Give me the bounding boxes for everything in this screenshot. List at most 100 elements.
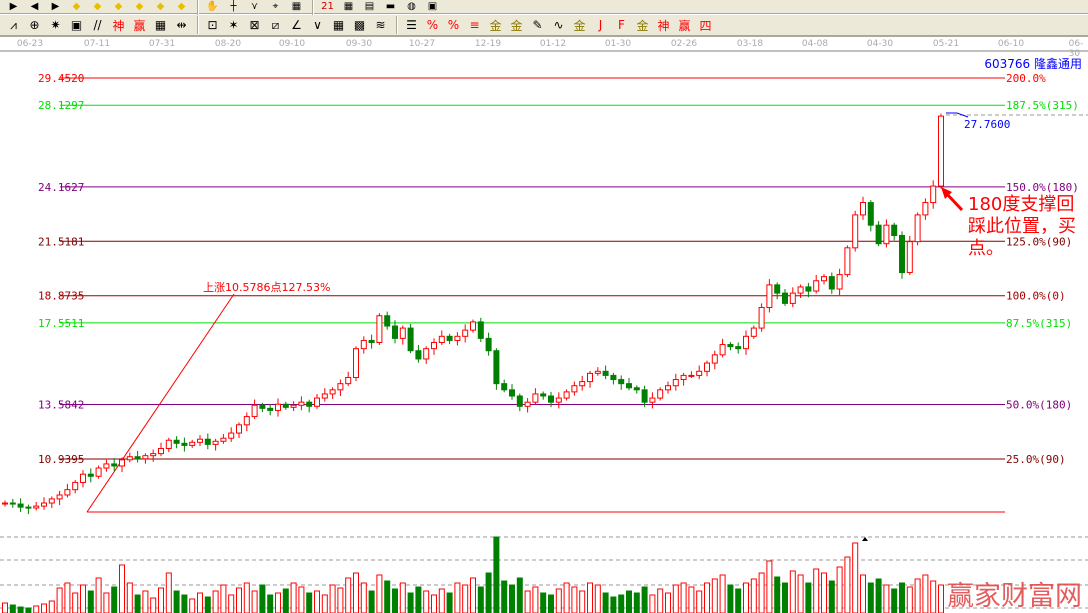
volume-bar xyxy=(298,586,305,613)
gann-box-icon[interactable]: ⊠ xyxy=(249,18,260,32)
volume-bar xyxy=(750,578,757,613)
square-grid-icon[interactable]: ▣ xyxy=(70,18,83,32)
globe-icon[interactable]: ◍ xyxy=(407,1,416,12)
candle xyxy=(657,389,664,399)
volume-bar xyxy=(665,592,671,613)
candle xyxy=(142,455,149,460)
gold-circle-icon[interactable]: 金 xyxy=(489,18,502,33)
hand-icon[interactable]: ✋ xyxy=(206,1,219,12)
volume-bar xyxy=(95,577,102,613)
gann-square-icon[interactable]: ⧄ xyxy=(271,17,280,32)
diamond-updown-icon[interactable]: ◆ xyxy=(114,1,123,12)
channel-icon[interactable]: ≋ xyxy=(375,18,386,32)
date-tick: 09-10 xyxy=(278,39,306,49)
volume-bar xyxy=(618,594,625,613)
four-fan-icon[interactable]: 四 xyxy=(699,18,712,33)
date-tick: 08-20 xyxy=(214,39,242,49)
table-icon[interactable]: ▦ xyxy=(343,1,354,12)
candle xyxy=(251,404,258,418)
pen-icon[interactable]: ✎ xyxy=(532,18,543,32)
volume-bar xyxy=(813,568,820,613)
j-fan-icon[interactable]: J xyxy=(598,18,603,32)
play-end-icon[interactable]: ▶ xyxy=(9,1,18,12)
percent-line-icon[interactable]: % xyxy=(426,18,439,32)
gann-fan-icon[interactable]: ✶ xyxy=(228,18,239,32)
candle xyxy=(314,397,320,407)
line-tool-icon[interactable]: ⋎ xyxy=(250,1,259,12)
text-tool-icon[interactable]: ⌖ xyxy=(272,1,279,12)
candle xyxy=(345,376,352,385)
volume-bar xyxy=(275,592,281,613)
candle xyxy=(649,397,656,403)
diamond-right-icon[interactable]: ◆ xyxy=(93,1,102,12)
volume-bar xyxy=(48,600,55,613)
grid-icon[interactable]: ▦ xyxy=(332,18,345,32)
level-label: 100.0%(0) xyxy=(1006,290,1066,303)
ying-fan-icon[interactable]: 赢 xyxy=(678,18,691,33)
date-tick: 01-12 xyxy=(539,39,567,49)
volume-bar xyxy=(657,588,664,613)
volume-bar xyxy=(758,572,765,613)
candle xyxy=(743,335,749,350)
diamond-cross-icon[interactable]: ◆ xyxy=(135,1,144,12)
percent-levels-icon[interactable]: ≡ xyxy=(469,18,480,32)
crosshair-icon[interactable]: ┼ xyxy=(230,1,237,12)
gold-icon[interactable]: 金 xyxy=(573,18,586,33)
candle xyxy=(844,247,851,276)
volume-bar xyxy=(906,586,913,613)
fibonacci-fan-icon[interactable]: ⩘ xyxy=(10,17,17,32)
candle xyxy=(602,370,609,376)
notes-icon[interactable]: ▤ xyxy=(364,1,375,12)
volume-bar xyxy=(587,582,593,613)
volume-bar xyxy=(704,582,710,613)
parallel-icon[interactable]: // xyxy=(93,18,102,32)
gold-fan-icon[interactable]: 金 xyxy=(636,18,649,33)
save-icon[interactable]: ▬ xyxy=(385,1,396,12)
play-icon[interactable]: ▶ xyxy=(51,1,60,12)
volume-bar xyxy=(930,580,937,613)
calendar-icon[interactable]: 21 xyxy=(321,1,334,12)
shen-tool-icon[interactable]: 神 xyxy=(112,18,125,33)
ruler-icon[interactable]: ▦ xyxy=(154,18,167,32)
candle xyxy=(579,381,586,387)
diamond-up-icon[interactable]: ◆ xyxy=(156,1,165,12)
volume-bar xyxy=(150,597,157,613)
grid2-icon[interactable]: ▩ xyxy=(353,18,366,32)
diamond-left-icon[interactable]: ◆ xyxy=(72,1,81,12)
percent-icon[interactable]: % xyxy=(447,18,460,32)
width-icon[interactable]: ⇹ xyxy=(176,18,187,32)
volume-bar xyxy=(446,592,453,613)
printer-icon[interactable]: ▣ xyxy=(427,1,438,12)
volume-bar xyxy=(774,576,781,613)
volume-bar xyxy=(743,582,749,613)
f-fan-icon[interactable]: F xyxy=(618,18,625,32)
volume-bar xyxy=(805,582,812,613)
volume-bar xyxy=(844,556,851,613)
volume-bar xyxy=(688,586,695,613)
candle xyxy=(641,389,648,403)
candle xyxy=(789,292,796,304)
volume-bar xyxy=(891,588,898,613)
circle-icon[interactable]: ⊕ xyxy=(29,18,40,32)
wave-icon[interactable]: ∨ xyxy=(313,18,322,32)
candle xyxy=(813,280,820,292)
candle xyxy=(462,329,469,337)
box-icon[interactable]: ⊡ xyxy=(207,18,218,32)
candle xyxy=(267,407,274,411)
levels-icon[interactable]: ☰ xyxy=(406,18,417,32)
back-icon[interactable]: ◀ xyxy=(30,1,39,12)
date-tick: 09-30 xyxy=(345,39,373,49)
network-icon[interactable]: ▦ xyxy=(291,1,302,12)
diamond-down-icon[interactable]: ◆ xyxy=(177,1,186,12)
candle xyxy=(571,385,578,393)
gold-levels-icon[interactable]: 金 xyxy=(510,18,523,33)
ying-tool-icon[interactable]: 赢 xyxy=(133,18,146,33)
spiral-icon[interactable]: ✷ xyxy=(50,18,61,32)
angle-icon[interactable]: ∠ xyxy=(291,18,302,32)
stock-title: 603766 隆鑫通用 xyxy=(984,57,1082,71)
volume-bar xyxy=(243,582,250,613)
shen-fan-icon[interactable]: 神 xyxy=(657,18,670,33)
candle xyxy=(711,354,718,364)
sine-icon[interactable]: ∿ xyxy=(553,18,564,32)
